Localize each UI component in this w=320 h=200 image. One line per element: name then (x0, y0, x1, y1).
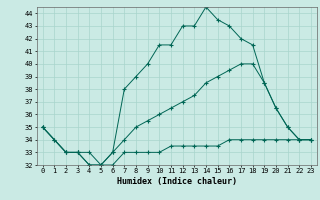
X-axis label: Humidex (Indice chaleur): Humidex (Indice chaleur) (117, 177, 237, 186)
